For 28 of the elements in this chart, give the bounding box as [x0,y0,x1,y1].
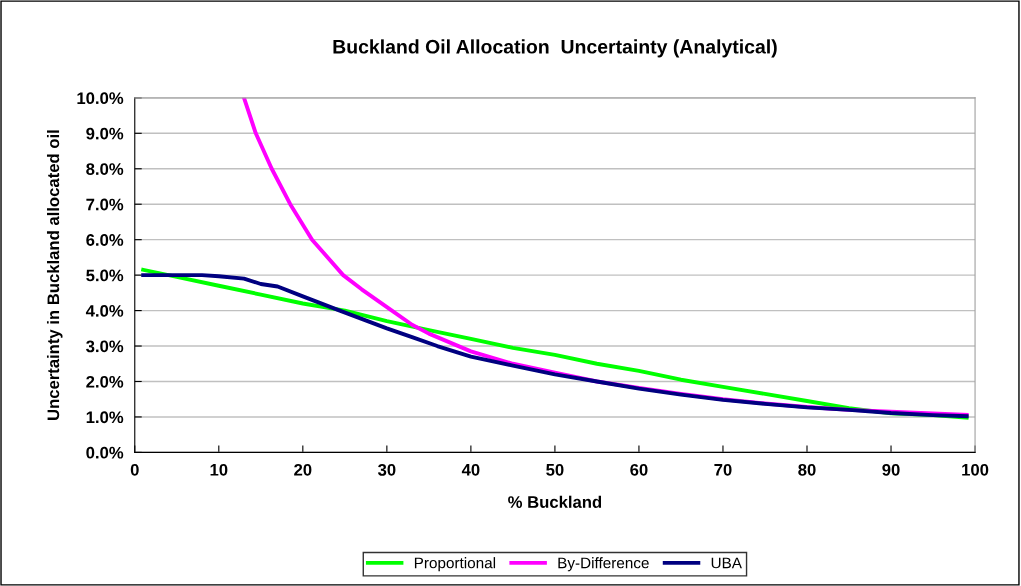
y-tick-label: 2.0% [86,375,124,388]
y-tick-label: 3.0% [86,340,124,353]
y-tick-label: 5.0% [86,269,124,282]
x-tick-label: 70 [714,463,732,476]
x-tick-label: 30 [377,463,396,476]
x-tick-label: 80 [798,463,816,476]
x-tick-label: 20 [294,463,312,476]
legend-label: UBA [711,557,742,569]
x-tick-label: 90 [882,463,900,476]
x-axis-title: % Buckland [508,495,602,508]
x-tick-label: 10 [210,463,228,476]
x-tick-label: 0 [130,463,139,476]
x-tick-label: 60 [630,463,648,476]
legend-label: Proportional [414,557,496,572]
chart-title: Buckland Oil Allocation Uncertainty (Analytical) [333,39,777,58]
y-tick-label: 7.0% [86,198,124,211]
x-tick-label: 100 [962,463,989,476]
y-tick-label: 6.0% [86,234,124,246]
y-tick-label: 0.0% [86,446,124,459]
y-tick-label: 9.0% [86,127,124,140]
x-tick-label: 40 [461,463,480,476]
y-axis-title: Uncertainty in Buckland allocated oil [46,130,63,420]
y-tick-label: 8.0% [86,163,124,175]
legend-label: By-Difference [558,557,649,572]
x-tick-label: 50 [546,463,564,476]
y-tick-label: 1.0% [86,411,124,424]
y-tick-label: 10.0% [77,92,124,105]
y-tick-label: 4.0% [85,304,124,317]
